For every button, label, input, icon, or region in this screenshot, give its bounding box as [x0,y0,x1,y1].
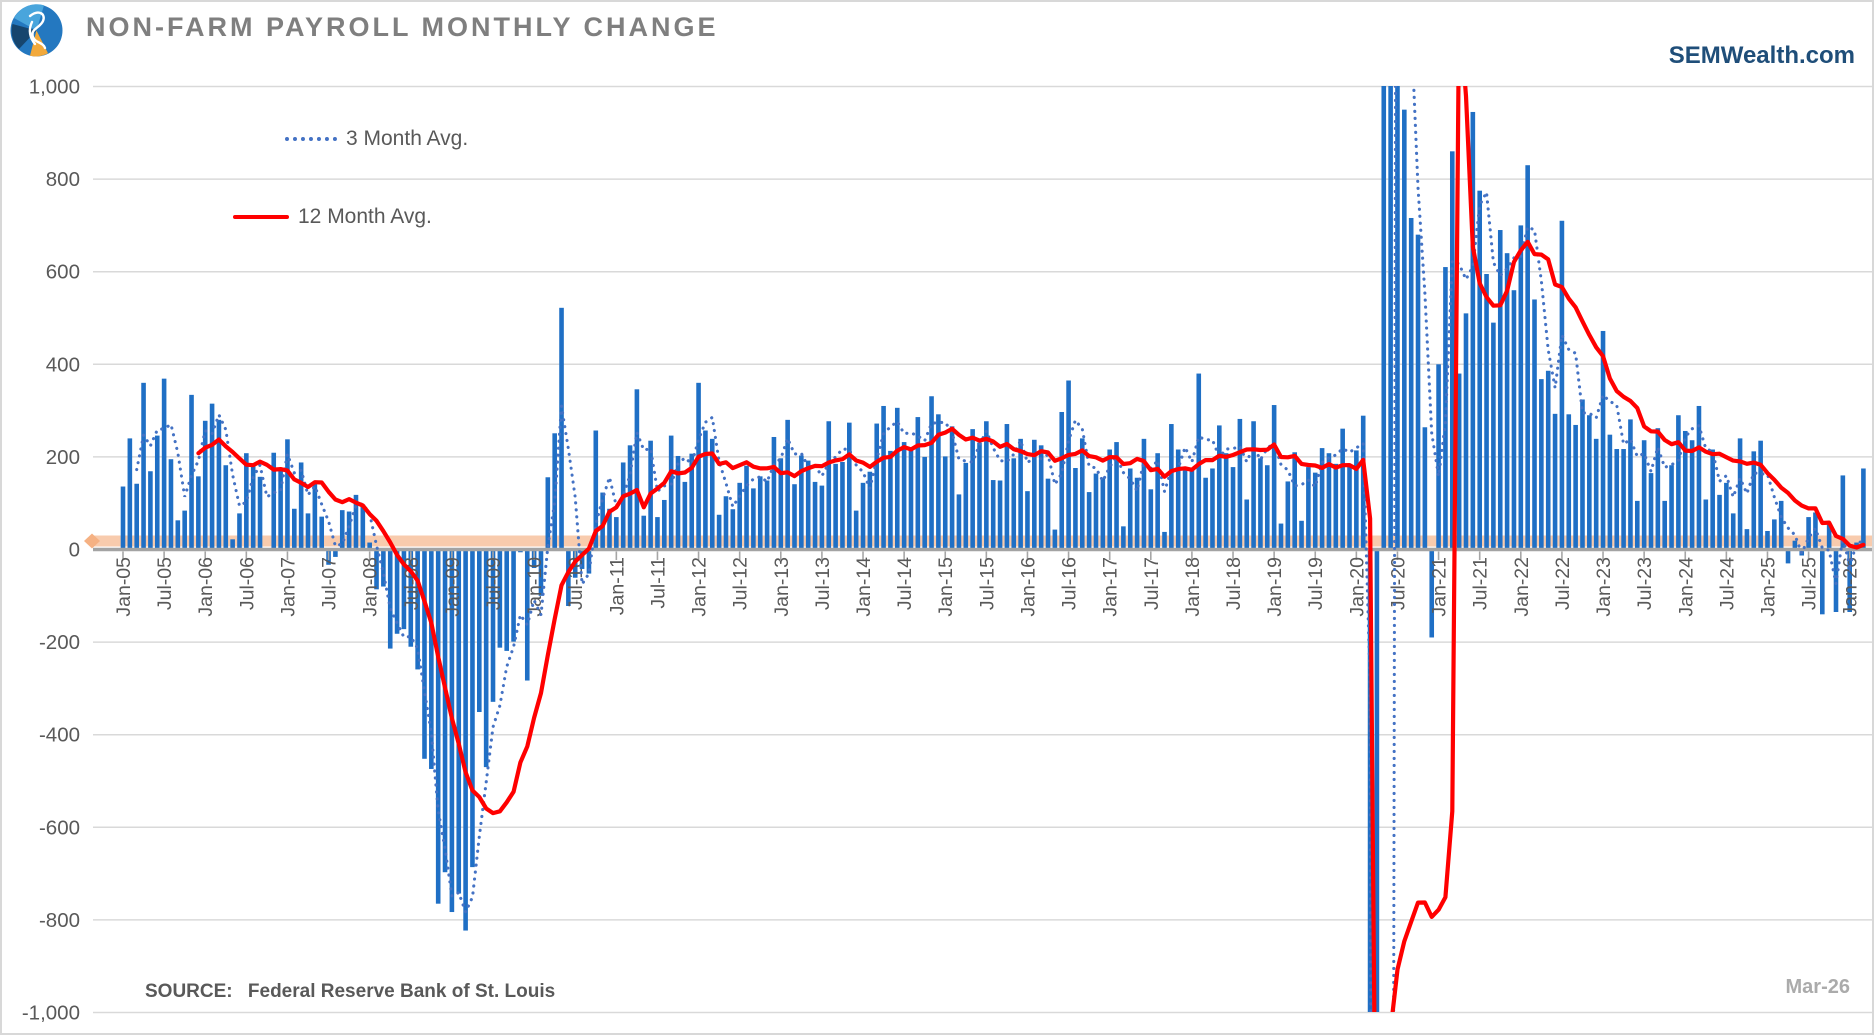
svg-text:Jan-06: Jan-06 [195,557,217,617]
svg-text:400: 400 [46,353,80,376]
svg-text:Jan-20: Jan-20 [1346,557,1368,617]
zero-band [93,535,1874,547]
svg-text:Jul-05: Jul-05 [154,557,176,610]
svg-text:Jul-14: Jul-14 [894,557,916,610]
legend-item-12-month-avg: 12 Month Avg. [233,205,432,229]
svg-text:Jul-21: Jul-21 [1470,557,1492,610]
svg-text:Jul-19: Jul-19 [1305,557,1327,610]
x-axis-labels: Jan-05 Jul-05 Jan-06 Jul-06 Jan-07 Jul-07 Jan-… [113,557,1862,617]
svg-text:Jul-09: Jul-09 [483,557,505,610]
avg3-line [135,86,1865,1012]
legend-item-3-month-avg: 3 Month Avg. [285,127,468,151]
svg-text:Jan-10: Jan-10 [524,557,546,617]
svg-text:Jan-05: Jan-05 [113,557,135,617]
svg-text:-400: -400 [39,724,80,747]
bars-series [120,86,1866,1012]
svg-text:Jul-24: Jul-24 [1716,557,1738,610]
svg-text:-800: -800 [39,909,80,932]
svg-text:Jul-12: Jul-12 [730,557,752,610]
dotted-line-swatch-icon [285,137,337,141]
source-note: SOURCE: Federal Reserve Bank of St. Loui… [145,981,555,1003]
solid-line-swatch-icon [233,215,289,219]
svg-text:Jul-23: Jul-23 [1634,557,1656,610]
svg-text:Jan-07: Jan-07 [277,557,299,617]
svg-text:Jul-13: Jul-13 [812,557,834,610]
svg-text:Jul-08: Jul-08 [401,557,423,610]
svg-text:Jan-21: Jan-21 [1429,557,1451,617]
svg-text:Jan-09: Jan-09 [442,557,464,617]
source-name: Federal Reserve Bank of St. Louis [247,981,556,1002]
svg-text:Jan-23: Jan-23 [1593,557,1615,617]
page-title: NON-FARM PAYROLL MONTHLY CHANGE [86,12,719,42]
svg-text:Jan-25: Jan-25 [1758,557,1780,617]
svg-text:Jul-06: Jul-06 [236,557,258,610]
svg-text:Jan-22: Jan-22 [1511,557,1533,617]
svg-text:Jan-18: Jan-18 [1182,557,1204,617]
svg-text:0: 0 [69,539,80,562]
zero-diamond-icon [84,533,100,549]
svg-text:Jan-12: Jan-12 [689,557,711,617]
svg-text:Jul-16: Jul-16 [1059,557,1081,610]
svg-text:Jul-15: Jul-15 [976,557,998,610]
svg-text:Jan-13: Jan-13 [771,557,793,617]
svg-text:Jan-16: Jan-16 [1018,557,1040,617]
svg-text:Jan-26: Jan-26 [1840,557,1862,617]
svg-text:Jan-11: Jan-11 [606,557,628,615]
svg-text:1,000: 1,000 [29,76,80,99]
svg-text:Jul-07: Jul-07 [319,557,341,610]
svg-text:800: 800 [46,168,80,191]
y-axis-labels: 1,000 800 600 400 200 0 -200 -400 -600 -800 -1,000 [22,76,80,1025]
svg-text:Jan-19: Jan-19 [1264,557,1286,617]
source-label: SOURCE: [145,981,233,1002]
svg-text:Jul-25: Jul-25 [1799,557,1821,610]
svg-text:Jan-14: Jan-14 [853,557,875,617]
svg-text:Jul-11: Jul-11 [648,557,670,609]
gridlines [93,85,1874,1014]
svg-text:-200: -200 [39,631,80,654]
svg-text:-1,000: -1,000 [22,1002,80,1025]
x-axis-ticks [122,551,1851,560]
svg-text:-600: -600 [39,816,80,839]
svg-text:Jan-17: Jan-17 [1100,557,1122,617]
sem-logo-icon [10,4,63,57]
legend-label: 3 Month Avg. [346,127,469,150]
svg-text:600: 600 [46,261,80,284]
svg-text:Jan-08: Jan-08 [360,557,382,617]
brand-link: SEMWealth.com [1668,42,1855,69]
svg-text:Jul-18: Jul-18 [1223,557,1245,610]
svg-text:200: 200 [46,446,80,469]
svg-text:Jan-15: Jan-15 [935,557,957,617]
legend-label: 12 Month Avg. [298,205,432,228]
svg-text:Jan-24: Jan-24 [1675,557,1697,617]
svg-text:Jul-22: Jul-22 [1552,557,1574,610]
svg-text:Jul-17: Jul-17 [1141,557,1163,610]
svg-text:Jul-20: Jul-20 [1388,557,1410,610]
date-stamp: Mar-26 [1785,976,1850,998]
avg12-line [196,86,1866,1012]
